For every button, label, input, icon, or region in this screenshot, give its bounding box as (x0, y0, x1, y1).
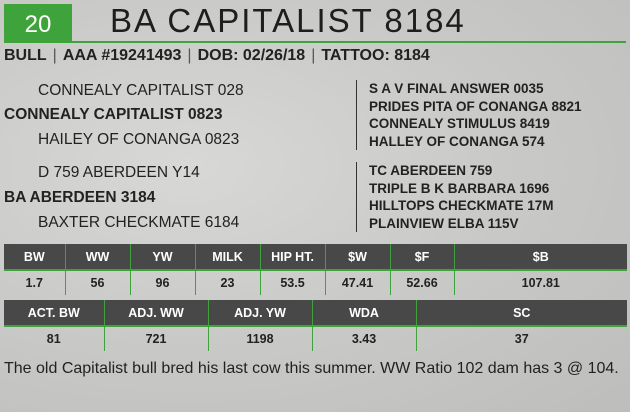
pedigree-entry: PLAINVIEW ELBA 115V (369, 215, 519, 231)
epd-header: HIP HT. (260, 244, 326, 271)
animal-type: BULL (4, 47, 47, 64)
comment: The old Capitalist bull bred his last co… (4, 360, 619, 377)
info-line: BULL | AAA #19241493 | DOB: 02/26/18 | TATTOO:… (4, 47, 430, 64)
epd-value: 53.5 (260, 270, 326, 295)
epd-header: $W (325, 244, 391, 271)
epd-value: 52.66 (390, 270, 455, 295)
pedigree-entry: S A V FINAL ANSWER 0035 (369, 81, 544, 96)
actuals-value: 81 (4, 326, 105, 351)
actuals-value: 1198 (208, 326, 313, 351)
dam-extended-pedigree: TC ABERDEEN 759 TRIPLE B K BARBARA 1696 … (356, 162, 554, 232)
epd-header: $B (454, 244, 627, 271)
epd-header-row: BW WW YW MILK HIP HT. $W $F $B (4, 244, 627, 271)
pedigree-entry: HILLTOPS CHECKMATE 17M (369, 198, 554, 213)
pedigree-entry: HALLEY OF CONANGA 574 (369, 133, 545, 149)
epd-value-row: 1.7 56 96 23 53.5 47.41 52.66 107.81 (4, 270, 627, 295)
actuals-header-row: ACT. BW ADJ. WW ADJ. YW WDA SC (4, 300, 627, 327)
epd-value: 107.81 (521, 276, 560, 290)
epd-value: 47.41 (325, 270, 391, 295)
pedigree-entry: TC ABERDEEN 759 (369, 163, 493, 178)
dam-sire: D 759 ABERDEEN Y14 (38, 164, 200, 181)
actuals-value: 37 (514, 332, 529, 346)
lot-number-badge: 20 (4, 4, 72, 42)
actuals-header: ADJ. YW (208, 300, 313, 327)
registration: AAA #19241493 (62, 47, 182, 64)
divider (4, 41, 626, 43)
pedigree-entry: CONNEALY STIMULUS 8419 (369, 116, 550, 131)
actuals-value: 3.43 (312, 326, 417, 351)
epd-value: 1.7 (4, 270, 66, 295)
epd-header: YW (130, 244, 196, 271)
epd-header: MILK (195, 244, 261, 271)
actuals-header: WDA (312, 300, 417, 327)
sire-dam: HAILEY OF CONANGA 0823 (38, 131, 240, 148)
dam: BA ABERDEEN 3184 (4, 189, 156, 206)
dob: DOB: 02/26/18 (197, 47, 306, 64)
actuals-header: ADJ. WW (104, 300, 209, 327)
animal-name: BA CAPITALIST 8184 (110, 2, 466, 39)
actuals-table: ACT. BW ADJ. WW ADJ. YW WDA SC 81 721 1198 3.43… (4, 300, 627, 351)
epd-header: $F (390, 244, 455, 271)
epd-header: BW (4, 244, 66, 271)
pedigree-entry: PRIDES PITA OF CONANGA 8821 (369, 98, 582, 114)
sire-sire: CONNEALY CAPITALIST 028 (38, 82, 244, 99)
tattoo: TATTOO: 8184 (321, 47, 430, 64)
epd-value: 56 (65, 270, 131, 295)
actuals-header: ACT. BW (4, 300, 105, 327)
sire-extended-pedigree: S A V FINAL ANSWER 0035 PRIDES PITA OF C… (356, 80, 582, 150)
sire: CONNEALY CAPITALIST 0823 (4, 106, 223, 123)
actuals-header: SC (416, 300, 627, 327)
actuals-value-row: 81 721 1198 3.43 37 (4, 326, 627, 351)
epd-value: 23 (195, 270, 261, 295)
dam-dam: BAXTER CHECKMATE 6184 (38, 214, 240, 231)
epd-value: 96 (130, 270, 196, 295)
actuals-value: 721 (104, 326, 209, 351)
epd-table: BW WW YW MILK HIP HT. $W $F $B 1.7 56 96 23 53.5 47.… (4, 244, 627, 295)
epd-header: WW (65, 244, 131, 271)
pedigree-entry: TRIPLE B K BARBARA 1696 (369, 180, 550, 196)
